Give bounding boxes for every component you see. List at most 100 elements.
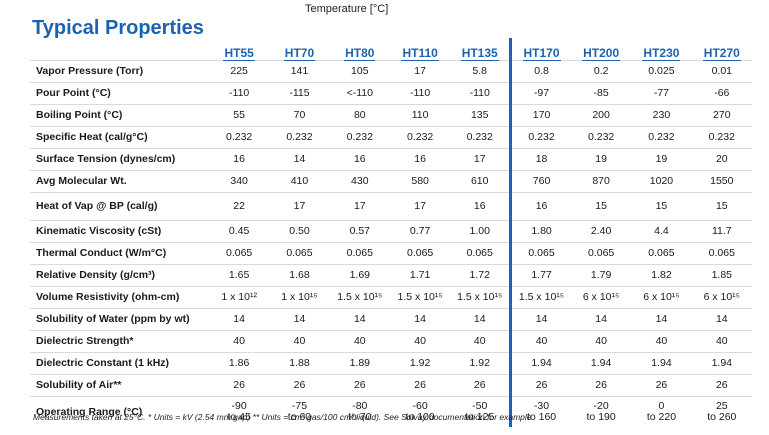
table-cell: 16 <box>509 192 571 221</box>
table-cell: 15 <box>631 192 692 221</box>
table-cell: 580 <box>389 170 451 193</box>
table-cell: 225 <box>208 60 270 83</box>
row-label: Pour Point (°C) <box>30 82 209 105</box>
table-cell: 135 <box>450 104 511 127</box>
table-cell: 55 <box>208 104 270 127</box>
table-cell: 1.71 <box>389 264 451 287</box>
table-cell: 14 <box>691 308 752 331</box>
range-high: to 260 <box>707 411 737 423</box>
table-cell: 6 x 10¹⁵ <box>691 286 752 309</box>
table-cell: 1.5 x 10¹⁵ <box>509 286 571 309</box>
row-label: Operating Range (°C) <box>36 405 143 418</box>
table-cell: 0.065 <box>389 242 451 265</box>
table-cell: 0.065 <box>509 242 571 265</box>
table-cell: 1.65 <box>208 264 270 287</box>
table-cell: -50 to 125 <box>450 397 510 428</box>
table-row: Solubility of Air** 26 26 26 26 26 26 26 26 26 <box>30 374 752 397</box>
table-cell: -110 <box>208 82 270 105</box>
range-low: -30 <box>533 400 550 412</box>
table-cell: 0.232 <box>389 126 451 149</box>
table-cell: 105 <box>329 60 390 83</box>
table-cell: 70 <box>269 104 330 127</box>
table-cell: 200 <box>570 104 632 127</box>
table-row: Avg Molecular Wt. 340 410 430 580 610 760 870 10… <box>30 170 752 193</box>
table-cell: -97 <box>509 82 571 105</box>
table-cell: 17 <box>269 192 330 221</box>
row-label: Avg Molecular Wt. <box>30 170 209 193</box>
table-cell: -30 to 160 <box>509 396 571 427</box>
table-cell: 1 x 10¹⁵ <box>269 286 330 309</box>
table-cell: 1.79 <box>570 264 632 287</box>
table-cell: 1.80 <box>509 220 571 243</box>
table-cell: 0.065 <box>631 242 692 265</box>
range-high: to 190 <box>586 411 616 423</box>
column-header: HT110 <box>401 46 439 61</box>
range-high: to 100 <box>405 411 435 423</box>
table-cell: 40 <box>570 330 632 353</box>
table-cell: 0.232 <box>208 126 270 149</box>
table-cell: 16 <box>208 148 270 171</box>
table-row: Heat of Vap @ BP (cal/g) 22 17 17 17 16 16 15 15… <box>30 192 752 221</box>
table-row: Thermal Conduct (W/m°C) 0.065 0.065 0.065 0.… <box>30 242 752 265</box>
column-header: HT135 <box>460 46 499 61</box>
range-low: -20 <box>593 400 609 412</box>
table-cell: 1.94 <box>570 352 632 375</box>
table-cell: 0.01 <box>691 60 752 83</box>
table-cell: 0.232 <box>329 126 390 149</box>
table-cell: 270 <box>691 104 752 127</box>
table-cell: 0.065 <box>450 242 511 265</box>
table-cell: 0.065 <box>691 242 752 265</box>
table-cell: 0.45 <box>208 220 270 243</box>
table-cell: 25 to 260 <box>692 397 752 428</box>
row-label: Dielectric Strength* <box>30 330 209 353</box>
table-cell: 18 <box>509 148 571 171</box>
table-cell: 1550 <box>691 170 752 193</box>
table-cell: 0.065 <box>208 242 270 265</box>
table-row: Dielectric Constant (1 kHz) 1.86 1.88 1.89 1… <box>30 352 752 375</box>
table-cell: 0.232 <box>691 126 752 149</box>
table-cell: 6 x 10¹⁵ <box>631 286 692 309</box>
column-header: HT200 <box>582 46 621 61</box>
table-cell: 0.232 <box>269 126 330 149</box>
table-cell: 1.69 <box>329 264 390 287</box>
table-cell: 110 <box>389 104 451 127</box>
table-cell: 0.025 <box>631 60 692 83</box>
page-title: Typical Properties <box>32 17 204 39</box>
table-cell: 40 <box>509 330 571 353</box>
range-low: -60 <box>412 400 428 412</box>
table-cell: 1.5 x 10¹⁵ <box>450 286 511 309</box>
table-row: Volume Resistivity (ohm-cm) 1 x 10¹² 1 x 1… <box>30 286 752 309</box>
table-cell: 20 <box>691 148 752 171</box>
row-label: Dielectric Constant (1 kHz) <box>30 352 209 375</box>
table-cell: 1.86 <box>208 352 270 375</box>
table-cell: 1.89 <box>329 352 390 375</box>
table-cell: 26 <box>631 374 692 397</box>
table-cell: 14 <box>570 308 632 331</box>
table-cell: -90 to 45 <box>209 397 269 428</box>
table-row: Vapor Pressure (Torr) 225 141 105 17 5.8 0.8 0.… <box>30 60 752 83</box>
range-high: to 70 <box>348 411 372 423</box>
table-cell: 230 <box>631 104 692 127</box>
footnote: Measurements taken at 25°C. * Units = kV… <box>33 412 532 422</box>
table-cell: 170 <box>509 104 571 127</box>
table-cell: 17 <box>450 148 511 171</box>
range-high: to 220 <box>646 411 677 423</box>
table-cell: 0.50 <box>269 220 330 243</box>
table-cell: 40 <box>631 330 692 353</box>
table-cell: 26 <box>691 374 752 397</box>
row-label: Thermal Conduct (W/m°C) <box>30 242 209 265</box>
table-cell: 1.5 x 10¹⁵ <box>389 286 451 309</box>
table-cell: 14 <box>329 308 390 331</box>
range-high: to 160 <box>526 411 557 423</box>
row-label: Boiling Point (°C) <box>30 104 209 127</box>
table-cell: 0.232 <box>631 126 692 149</box>
table-cell: 40 <box>389 330 451 353</box>
row-label: Vapor Pressure (Torr) <box>30 60 209 83</box>
table-row: Kinematic Viscosity (cSt) 0.45 0.50 0.57 0.7… <box>30 220 752 243</box>
table-row: Boiling Point (°C) 55 70 80 110 135 170 200 230 2… <box>30 104 752 127</box>
table-cell: 14 <box>269 308 330 331</box>
row-label: Relative Density (g/cm³) <box>30 264 209 287</box>
table-cell: 0.8 <box>509 60 571 83</box>
table-cell: 0.232 <box>570 126 632 149</box>
properties-table: HT55 HT70 HT80 HT110 HT135 HT170 HT200 H… <box>30 38 752 427</box>
